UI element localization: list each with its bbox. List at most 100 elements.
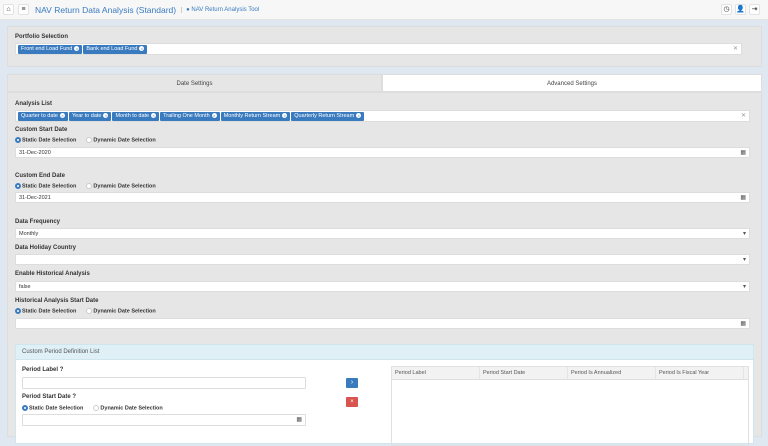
tab-date-settings[interactable]: Date Settings	[7, 74, 382, 92]
custom-period-title: Custom Period Definition List	[16, 345, 753, 360]
frequency-label: Data Frequency	[15, 219, 61, 225]
tag-label: Month to date	[115, 112, 150, 119]
radio-checked-icon	[15, 183, 21, 189]
static-radio[interactable]: Static Date Selection	[15, 137, 76, 143]
add-period-button[interactable]: ›	[346, 378, 358, 388]
portfolio-select[interactable]: Front end Load Fund × Bank end Load Fund ×…	[15, 43, 742, 55]
calendar-icon[interactable]: ▦	[740, 195, 746, 201]
radio-checked-icon	[22, 405, 28, 411]
menu-icon[interactable]: ≡	[18, 4, 29, 15]
chevron-down-icon: ▾	[742, 231, 746, 237]
tag-label: Quarter to date	[21, 112, 58, 119]
dynamic-radio[interactable]: Dynamic Date Selection	[86, 137, 156, 143]
home-icon[interactable]: ⌂	[3, 4, 14, 15]
logout-icon[interactable]: ⇥	[749, 4, 760, 15]
analysis-select[interactable]: Quarter to date × Year to date × Month to …	[15, 110, 750, 122]
historical-label: Enable Historical Analysis	[15, 271, 90, 277]
column-header[interactable]: Period Label	[392, 367, 480, 379]
dynamic-radio[interactable]: Dynamic Date Selection	[86, 308, 156, 315]
analysis-tag[interactable]: Quarterly Return Stream ×	[291, 111, 365, 121]
dynamic-radio[interactable]: Dynamic Date Selection	[86, 183, 156, 189]
portfolio-tag[interactable]: Bank end Load Fund ×	[83, 44, 148, 54]
user-icon[interactable]: 👤	[735, 4, 746, 15]
title-row: NAV Return Data Analysis (Standard) ● NA…	[35, 0, 259, 20]
period-label-input[interactable]	[22, 377, 306, 389]
portfolio-panel: Portfolio Selection Front end Load Fund ×…	[7, 26, 762, 67]
hist-start-input[interactable]: ▦	[15, 318, 750, 329]
period-start-label: Period Start Date ?	[22, 394, 76, 400]
radio-label: Static Date Selection	[29, 405, 84, 412]
remove-icon[interactable]: ×	[282, 112, 288, 118]
custom-period-panel: Custom Period Definition List Period Lab…	[15, 344, 754, 446]
clear-icon[interactable]: ✕	[732, 46, 738, 52]
radio-icon	[86, 183, 93, 189]
static-radio[interactable]: Static Date Selection	[15, 183, 76, 189]
analysis-tag[interactable]: Month to date ×	[112, 111, 160, 121]
tool-link[interactable]: ● NAV Return Analysis Tool	[181, 7, 259, 13]
page-title: NAV Return Data Analysis (Standard)	[35, 5, 177, 15]
column-header[interactable]: Period Is Annualized	[568, 367, 656, 379]
top-bar: ⌂ ≡ NAV Return Data Analysis (Standard) …	[0, 0, 768, 20]
static-radio[interactable]: Static Date Selection	[22, 405, 83, 411]
remove-icon[interactable]: ×	[103, 112, 109, 118]
portfolio-label: Portfolio Selection	[15, 34, 69, 40]
remove-icon[interactable]: ×	[151, 112, 157, 118]
holiday-select[interactable]: ▾	[15, 254, 750, 265]
calendar-icon[interactable]: ▦	[740, 150, 746, 156]
frequency-value: Monthly	[19, 231, 39, 237]
start-date-value: 31-Dec-2020	[19, 150, 51, 156]
remove-icon[interactable]: ×	[60, 112, 65, 118]
frequency-select[interactable]: Monthly ▾	[15, 228, 750, 239]
start-date-mode: Static Date Selection Dynamic Date Selec…	[15, 137, 156, 143]
radio-label: Dynamic Date Selection	[93, 308, 156, 315]
help-icon[interactable]: ?	[59, 367, 64, 373]
clear-icon[interactable]: ✕	[740, 113, 746, 119]
historical-value: false	[19, 284, 31, 290]
period-start-mode: Static Date Selection Dynamic Date Selec…	[22, 405, 163, 411]
end-date-value: 31-Dec-2021	[19, 195, 51, 201]
tool-link-label: NAV Return Analysis Tool	[191, 7, 260, 13]
analysis-tag[interactable]: Year to date ×	[69, 111, 112, 121]
analysis-tag[interactable]: Monthly Return Stream ×	[220, 111, 291, 121]
portfolio-tag[interactable]: Front end Load Fund ×	[18, 44, 83, 54]
historical-select[interactable]: false ▾	[15, 281, 750, 292]
hist-start-label: Historical Analysis Start Date	[15, 298, 99, 304]
tag-label: Quarterly Return Stream	[294, 112, 355, 119]
remove-icon[interactable]: ×	[211, 112, 217, 118]
help-icon[interactable]: ?	[72, 394, 77, 400]
table-header: Period Label Period Start Date Period Is…	[392, 367, 748, 380]
radio-icon	[86, 308, 93, 314]
static-radio[interactable]: Static Date Selection	[15, 308, 76, 314]
dynamic-radio[interactable]: Dynamic Date Selection	[93, 405, 163, 411]
radio-icon	[86, 137, 93, 143]
period-label-label: Period Label ?	[22, 367, 63, 373]
hist-start-value	[16, 319, 749, 323]
period-table: Period Label Period Start Date Period Is…	[391, 366, 749, 446]
tag-label: Year to date	[72, 112, 102, 119]
tag-label: Trailing One Month	[163, 112, 210, 119]
remove-period-button[interactable]: ×	[346, 397, 358, 407]
column-header[interactable]: Period Is Fiscal Year	[656, 367, 744, 379]
holiday-label: Data Holiday Country	[15, 245, 77, 251]
remove-icon[interactable]: ×	[139, 45, 145, 51]
radio-icon	[93, 405, 100, 411]
label-text: Period Start Date	[22, 394, 71, 400]
hist-start-mode: Static Date Selection Dynamic Date Selec…	[15, 308, 156, 314]
holiday-value	[16, 255, 749, 259]
tab-advanced-settings[interactable]: Advanced Settings	[382, 74, 762, 92]
radio-label: Static Date Selection	[22, 308, 77, 315]
history-icon[interactable]: ◷	[721, 4, 732, 15]
analysis-tag[interactable]: Quarter to date ×	[18, 111, 68, 121]
start-date-input[interactable]: 31-Dec-2020 ▦	[15, 147, 750, 158]
calendar-icon[interactable]: ▦	[296, 417, 302, 423]
calendar-icon[interactable]: ▦	[740, 321, 746, 327]
radio-checked-icon	[15, 308, 21, 314]
end-date-mode: Static Date Selection Dynamic Date Selec…	[15, 183, 156, 189]
period-start-input[interactable]: ▦	[22, 414, 306, 426]
analysis-tag[interactable]: Trailing One Month ×	[160, 111, 220, 121]
end-date-input[interactable]: 31-Dec-2021 ▦	[15, 192, 750, 203]
column-header[interactable]: Period Start Date	[480, 367, 568, 379]
radio-checked-icon	[15, 137, 21, 143]
remove-icon[interactable]: ×	[74, 45, 80, 51]
remove-icon[interactable]: ×	[356, 112, 362, 118]
